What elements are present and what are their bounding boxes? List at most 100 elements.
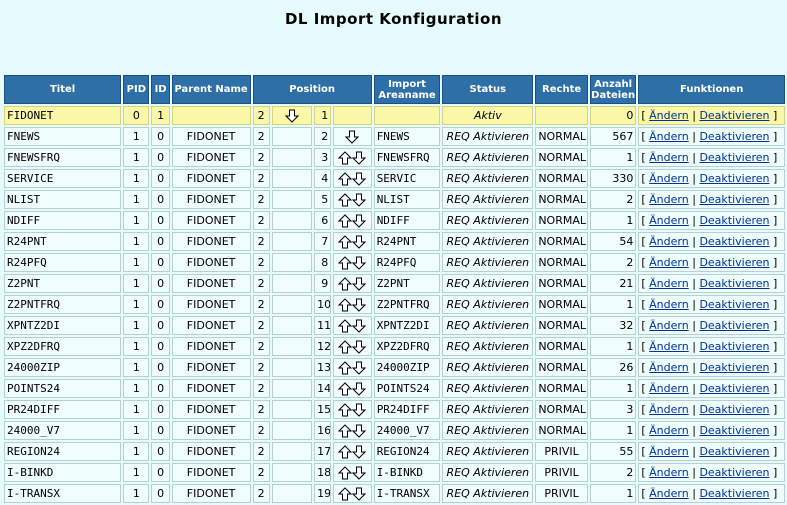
deactivate-link[interactable]: Deaktivieren [699,214,770,227]
col-header-pid[interactable]: PID [123,75,150,104]
cell-status[interactable]: REQ Aktivieren [442,274,534,293]
deactivate-link[interactable]: Deaktivieren [699,466,770,479]
deactivate-link[interactable]: Deaktivieren [699,487,770,500]
cell-status[interactable]: REQ Aktivieren [442,421,534,440]
arrow-down-icon[interactable] [352,193,367,207]
edit-link[interactable]: Ändern [649,340,689,353]
deactivate-link[interactable]: Deaktivieren [699,445,770,458]
col-header-import-areaname[interactable]: Import Areaname [373,75,441,104]
arrow-down-icon[interactable] [352,382,367,396]
arrow-down-icon[interactable] [352,319,367,333]
arrow-down-icon[interactable] [352,151,367,165]
edit-link[interactable]: Ändern [649,256,689,269]
edit-link[interactable]: Ändern [649,214,689,227]
arrow-down-icon[interactable] [352,445,367,459]
arrow-up-icon[interactable] [338,402,353,417]
arrow-down-icon[interactable] [352,340,367,354]
cell-status[interactable]: REQ Aktivieren [442,169,534,188]
arrow-up-icon[interactable] [338,444,353,459]
cell-status[interactable]: REQ Aktivieren [442,253,534,272]
edit-link[interactable]: Ändern [649,319,689,332]
arrow-up-icon[interactable] [338,360,353,375]
edit-link[interactable]: Ändern [649,361,689,374]
edit-link[interactable]: Ändern [649,193,689,206]
cell-status[interactable]: REQ Aktivieren [442,400,534,419]
arrow-up-icon[interactable] [338,213,353,228]
arrow-up-icon[interactable] [338,486,353,501]
deactivate-link[interactable]: Deaktivieren [699,235,770,248]
cell-status[interactable]: REQ Aktivieren [442,148,534,167]
col-header-status[interactable]: Status [442,75,534,104]
arrow-down-icon[interactable] [352,214,367,228]
arrow-down-icon[interactable] [352,277,367,291]
cell-status[interactable]: Aktiv [442,106,534,125]
arrow-down-icon[interactable] [352,172,367,186]
cell-status[interactable]: REQ Aktivieren [442,337,534,356]
cell-status[interactable]: REQ Aktivieren [442,232,534,251]
deactivate-link[interactable]: Deaktivieren [699,382,770,395]
cell-status[interactable]: REQ Aktivieren [442,316,534,335]
cell-status[interactable]: REQ Aktivieren [442,463,534,482]
deactivate-link[interactable]: Deaktivieren [699,256,770,269]
deactivate-link[interactable]: Deaktivieren [699,319,770,332]
edit-link[interactable]: Ändern [649,382,689,395]
arrow-down-icon[interactable] [284,109,299,123]
deactivate-link[interactable]: Deaktivieren [699,277,770,290]
edit-link[interactable]: Ändern [649,403,689,416]
arrow-down-icon[interactable] [352,466,367,480]
arrow-down-icon[interactable] [352,487,367,501]
arrow-down-icon[interactable] [352,298,367,312]
edit-link[interactable]: Ändern [649,109,689,122]
deactivate-link[interactable]: Deaktivieren [699,172,770,185]
arrow-up-icon[interactable] [338,423,353,438]
cell-status[interactable]: REQ Aktivieren [442,379,534,398]
arrow-up-icon[interactable] [338,339,353,354]
arrow-up-icon[interactable] [338,381,353,396]
deactivate-link[interactable]: Deaktivieren [699,403,770,416]
edit-link[interactable]: Ändern [649,130,689,143]
arrow-up-icon[interactable] [338,192,353,207]
deactivate-link[interactable]: Deaktivieren [699,109,770,122]
col-header-rechte[interactable]: Rechte [535,75,588,104]
edit-link[interactable]: Ändern [649,445,689,458]
arrow-down-icon[interactable] [352,361,367,375]
cell-status[interactable]: REQ Aktivieren [442,358,534,377]
arrow-up-icon[interactable] [338,255,353,270]
edit-link[interactable]: Ändern [649,172,689,185]
arrow-up-icon[interactable] [338,234,353,249]
edit-link[interactable]: Ändern [649,466,689,479]
arrow-up-icon[interactable] [338,465,353,480]
deactivate-link[interactable]: Deaktivieren [699,340,770,353]
deactivate-link[interactable]: Deaktivieren [699,424,770,437]
edit-link[interactable]: Ändern [649,151,689,164]
arrow-up-icon[interactable] [338,318,353,333]
cell-status[interactable]: REQ Aktivieren [442,484,534,503]
cell-status[interactable]: REQ Aktivieren [442,295,534,314]
cell-status[interactable]: REQ Aktivieren [442,442,534,461]
deactivate-link[interactable]: Deaktivieren [699,130,770,143]
deactivate-link[interactable]: Deaktivieren [699,151,770,164]
edit-link[interactable]: Ändern [649,424,689,437]
deactivate-link[interactable]: Deaktivieren [699,298,770,311]
arrow-down-icon[interactable] [352,235,367,249]
edit-link[interactable]: Ändern [649,487,689,500]
col-header-id[interactable]: ID [151,75,170,104]
col-header-anzahl-dateien[interactable]: Anzahl Dateien [589,75,637,104]
edit-link[interactable]: Ändern [649,235,689,248]
arrow-down-icon[interactable] [345,130,360,144]
arrow-up-icon[interactable] [338,276,353,291]
arrow-down-icon[interactable] [352,403,367,417]
deactivate-link[interactable]: Deaktivieren [699,193,770,206]
edit-link[interactable]: Ändern [649,298,689,311]
arrow-up-icon[interactable] [338,150,353,165]
cell-status[interactable]: REQ Aktivieren [442,127,534,146]
arrow-up-icon[interactable] [338,171,353,186]
cell-status[interactable]: REQ Aktivieren [442,190,534,209]
col-header-position[interactable]: Position [252,75,372,104]
edit-link[interactable]: Ändern [649,277,689,290]
arrow-down-icon[interactable] [352,256,367,270]
arrow-down-icon[interactable] [352,424,367,438]
col-header-parent-name[interactable]: Parent Name [171,75,251,104]
deactivate-link[interactable]: Deaktivieren [699,361,770,374]
arrow-up-icon[interactable] [338,297,353,312]
